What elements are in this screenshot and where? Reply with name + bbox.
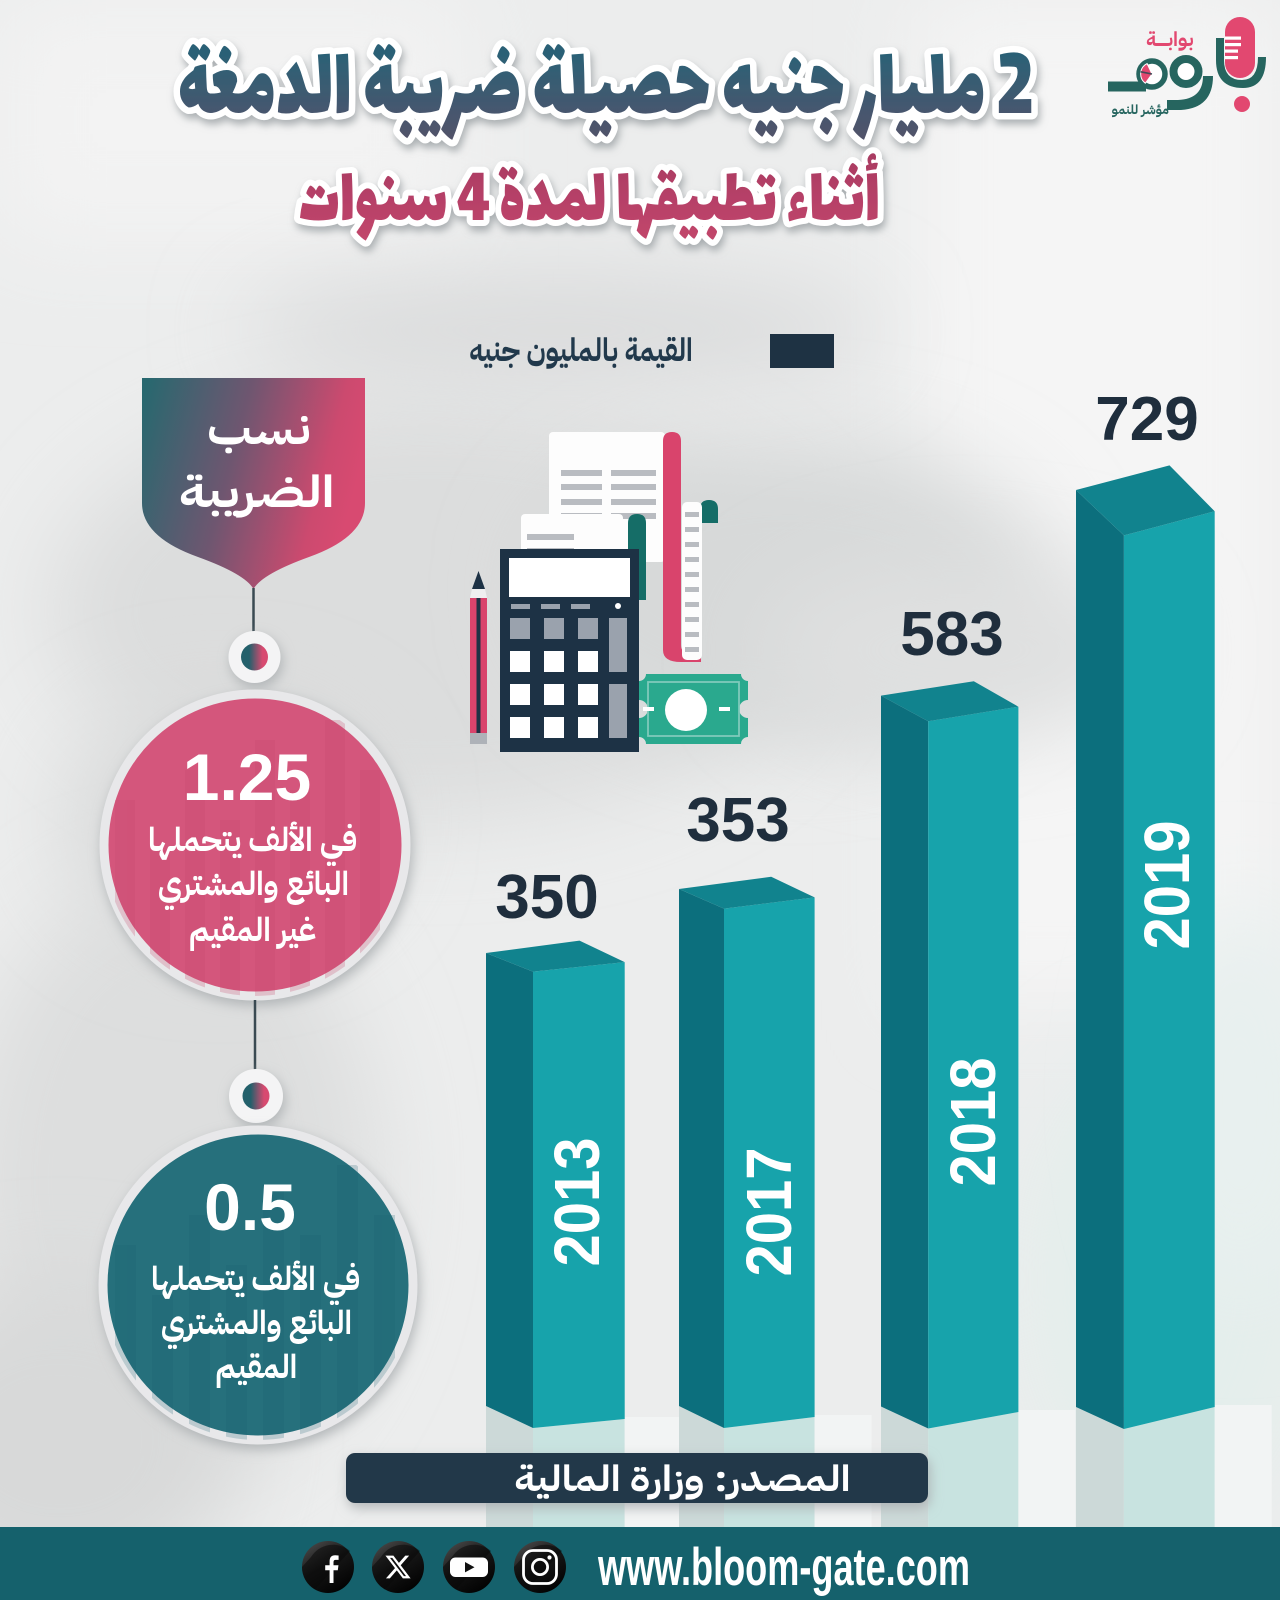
- svg-text:0.5: 0.5: [204, 1170, 296, 1244]
- svg-text:1.25: 1.25: [183, 740, 311, 814]
- svg-text:2019: 2019: [1131, 820, 1202, 949]
- svg-text:583: 583: [900, 600, 1003, 669]
- svg-text:353: 353: [686, 786, 789, 855]
- svg-text:729: 729: [1095, 385, 1198, 454]
- svg-text:2013: 2013: [541, 1137, 612, 1266]
- svg-text:2018: 2018: [937, 1057, 1008, 1186]
- svg-text:www.bloom-gate.com: www.bloom-gate.com: [597, 1538, 970, 1597]
- svg-text:2017: 2017: [733, 1147, 804, 1276]
- svg-text:350: 350: [495, 863, 598, 932]
